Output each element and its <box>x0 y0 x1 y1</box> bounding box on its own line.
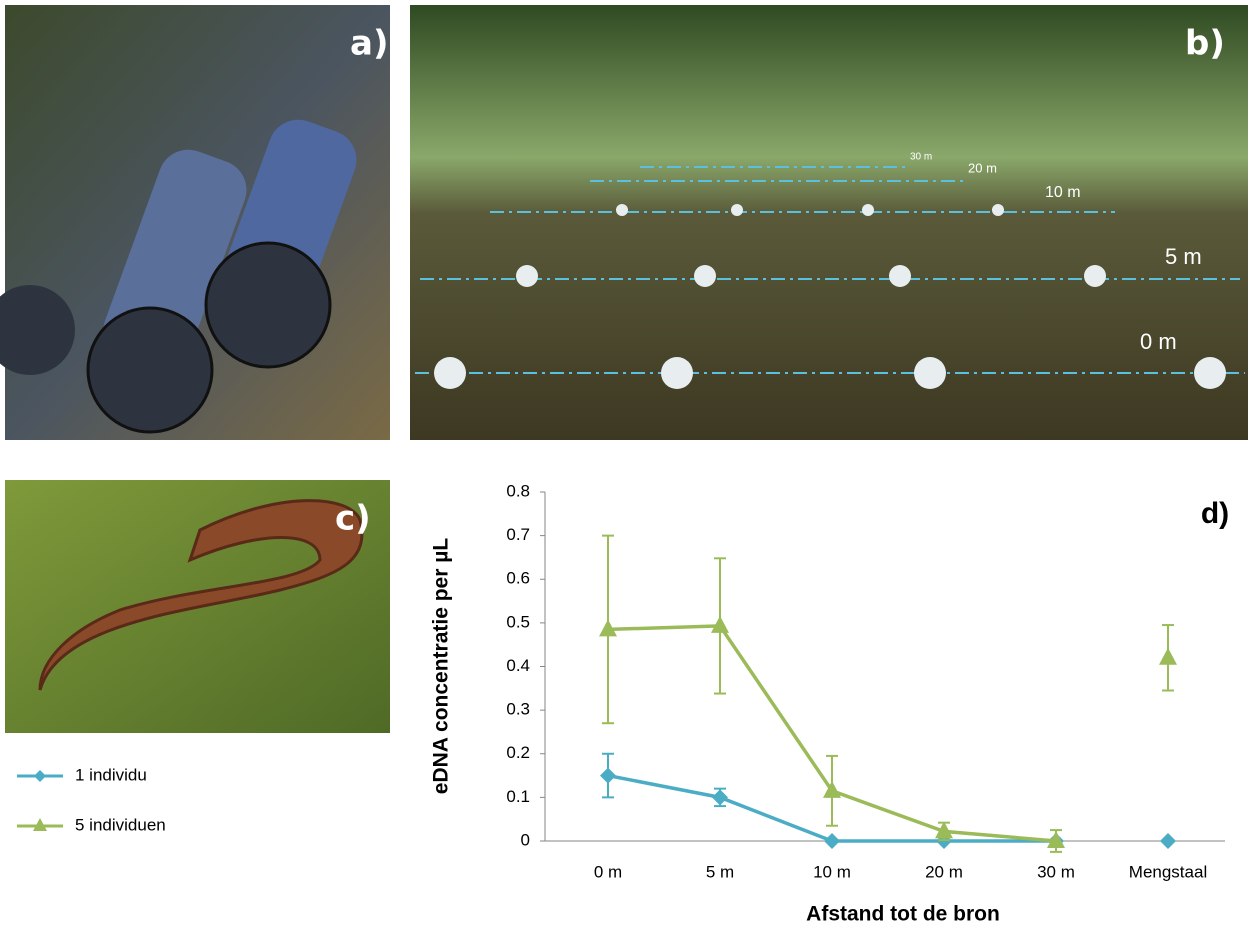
data-point <box>712 789 728 806</box>
y-tick-label: 0.7 <box>506 525 530 544</box>
y-tick-label: 0.6 <box>506 569 530 588</box>
photo-a: a) <box>0 5 390 440</box>
chart: d) Afstand tot de bron eDNA concentratie… <box>430 492 1229 926</box>
y-tick-label: 0.3 <box>506 700 530 719</box>
legend-label: 1 individu <box>75 765 147 784</box>
panel-label: d) <box>1201 497 1229 530</box>
y-axis-title: eDNA concentratie per µL <box>430 538 453 795</box>
data-point <box>1159 647 1177 665</box>
distance-label: 5 m <box>1165 244 1202 269</box>
x-tick-label: 20 m <box>925 862 963 881</box>
data-point <box>600 767 616 784</box>
distance-label: 10 m <box>1045 184 1081 201</box>
panel-label: b) <box>1185 24 1225 64</box>
y-tick-label: 0.8 <box>506 481 530 500</box>
data-point <box>599 619 617 637</box>
x-tick-label: Mengstaal <box>1129 862 1207 881</box>
distance-label: 0 m <box>1140 329 1177 354</box>
data-point <box>1047 831 1065 848</box>
x-tick-label: 30 m <box>1037 862 1075 881</box>
legend-marker <box>34 770 46 782</box>
y-tick-label: 0.1 <box>506 787 530 806</box>
x-axis-title: Afstand tot de bron <box>806 903 1000 926</box>
photo-b: 0 m 5 m 10 m 20 m 30 m b) <box>410 5 1248 440</box>
y-tick-label: 0.2 <box>506 743 530 762</box>
data-point <box>823 780 841 798</box>
x-tick-label: 5 m <box>706 862 734 881</box>
data-point <box>935 821 953 839</box>
distance-label: 20 m <box>968 160 997 175</box>
panel-label: c) <box>335 499 371 539</box>
y-tick-label: 0 <box>521 830 530 849</box>
distance-label: 30 m <box>910 152 932 163</box>
y-tick-label: 0.5 <box>506 612 530 631</box>
panel-label: a) <box>350 24 388 64</box>
data-point <box>1160 833 1176 849</box>
data-point <box>824 833 840 849</box>
data-point <box>711 615 729 633</box>
legend-marker <box>33 818 47 831</box>
x-tick-label: 10 m <box>813 862 851 881</box>
photo-c: c) <box>5 480 390 733</box>
legend-label: 5 individuen <box>75 815 166 834</box>
y-tick-label: 0.4 <box>506 656 530 675</box>
x-tick-label: 0 m <box>594 862 622 881</box>
